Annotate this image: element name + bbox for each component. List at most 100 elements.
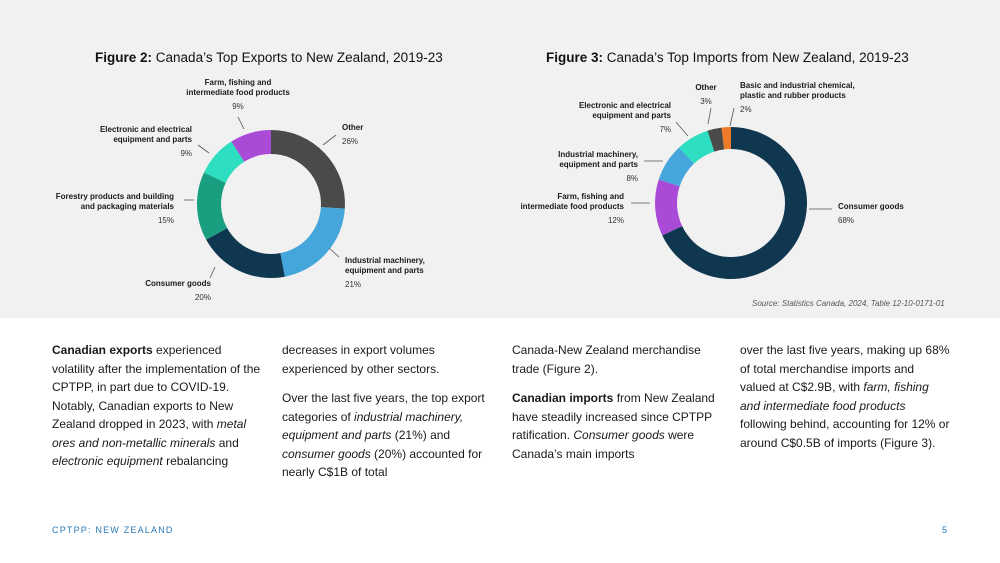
label-line: Farm, fishing and bbox=[205, 78, 272, 87]
exports-value-electronic-and-electrical-equipment-and-parts: 9% bbox=[180, 149, 192, 158]
label-line: equipment and parts bbox=[559, 160, 638, 169]
label-line: plastic and rubber products bbox=[740, 91, 846, 100]
exports-label-industrial-machinery-equipment-and-parts: Industrial machinery, equipment and parts bbox=[345, 256, 425, 275]
label-line: Industrial machinery, bbox=[558, 150, 638, 159]
exports-lead: Canadian exports bbox=[52, 343, 153, 357]
exports-slice-consumer-goods bbox=[206, 228, 285, 278]
exports-leader-line bbox=[197, 144, 210, 154]
figure-2-title-text: Canada’s Top Exports to New Zealand, 201… bbox=[155, 50, 443, 65]
label-line: and packaging materials bbox=[81, 202, 175, 211]
imports-slice-other bbox=[707, 127, 725, 152]
exports-value-other: 26% bbox=[342, 137, 358, 146]
label-line: equipment and parts bbox=[592, 111, 671, 120]
label-line: Electronic and electrical bbox=[100, 125, 192, 134]
text-run: Over the last five years, the top export… bbox=[282, 391, 485, 424]
label-line: Basic and industrial chemical, bbox=[740, 81, 855, 90]
figures-panel bbox=[0, 0, 1000, 318]
imports-value-farm-fishing-and-intermediate-food-products: 12% bbox=[608, 216, 624, 225]
imports-label-other: Other bbox=[695, 83, 716, 92]
label-line: intermediate food products bbox=[186, 88, 290, 97]
imports-slice-industrial-machinery-equipment-and-parts bbox=[658, 147, 695, 187]
text-run: metal ores and non-metallic minerals bbox=[52, 417, 247, 450]
imports-value-electronic-and-electrical-equipment-and-parts: 7% bbox=[659, 125, 671, 134]
figure-2-prefix: Figure 2: bbox=[95, 50, 153, 65]
text-run: electronic equipment bbox=[52, 454, 163, 468]
text-run: and bbox=[215, 435, 239, 450]
imports-slice-electronic-and-electrical-equipment-and-parts bbox=[678, 130, 715, 164]
page-number: 5 bbox=[942, 525, 948, 535]
text-run: (21%) and bbox=[391, 428, 451, 442]
imports-slice-basic-and-industrial-chemical-plastic-and-rubber-products bbox=[721, 127, 731, 150]
text-run: industrial machinery, equipment and part… bbox=[282, 409, 464, 443]
exports-label-farm-fishing-and-intermediate-food-products: Farm, fishing and intermediate food produ… bbox=[186, 78, 290, 97]
label-line: Electronic and electrical bbox=[579, 101, 671, 110]
label-line: Consumer goods bbox=[145, 279, 211, 288]
imports-value-consumer-goods: 68% bbox=[838, 216, 854, 225]
imports-label-basic-and-industrial-chemical-plastic-and-rubber-products: Basic and industrial chemical, plastic an… bbox=[740, 81, 855, 100]
imports-label-industrial-machinery-equipment-and-parts: Industrial machinery, equipment and parts bbox=[558, 150, 638, 169]
body-column-1: Canadian exports experienced volatility … bbox=[52, 341, 264, 482]
label-line: Consumer goods bbox=[838, 202, 904, 211]
body-column-4: over the last five years, making up 68% … bbox=[740, 341, 952, 463]
imports-slice-consumer-goods bbox=[662, 127, 807, 279]
imports-donut-chart: Consumer goods 68% Farm, fishing and interm… bbox=[520, 81, 904, 279]
label-line: Industrial machinery, bbox=[345, 256, 425, 265]
text-run: (20%) accounted for nearly C$1B of total bbox=[282, 446, 483, 480]
imports-leader-line bbox=[707, 107, 712, 125]
exports-label-other: Other bbox=[342, 123, 363, 132]
imports-leader-line bbox=[729, 107, 735, 127]
label-line: Farm, fishing and bbox=[557, 192, 624, 201]
text-run: rebalancing bbox=[162, 454, 229, 468]
imports-label-farm-fishing-and-intermediate-food-products: Farm, fishing and intermediate food produ… bbox=[520, 192, 624, 211]
exports-slice-other bbox=[271, 130, 345, 209]
text-run: following behind, accounting for 12% or … bbox=[740, 417, 950, 450]
chart-source: Source: Statistics Canada, 2024, Table 1… bbox=[752, 299, 945, 308]
label-line: Other bbox=[342, 123, 363, 132]
imports-slice-farm-fishing-and-intermediate-food-products bbox=[655, 179, 683, 236]
exports-slice-forestry-products-and-building-and-packaging-materials bbox=[197, 172, 228, 240]
footer-publication-name: CPTPP: NEW ZEALAND bbox=[52, 525, 174, 535]
imports-leader-line bbox=[675, 121, 689, 137]
imports-value-industrial-machinery-equipment-and-parts: 8% bbox=[626, 174, 638, 183]
label-line: equipment and parts bbox=[113, 135, 192, 144]
text-run: farm, fishing and intermediate food prod… bbox=[740, 380, 929, 413]
text-run: from New Zealand have steadily increased… bbox=[512, 391, 715, 442]
text-run: were Canada’s main imports bbox=[512, 428, 695, 461]
body-column-2: decreases in export volumes experienced … bbox=[282, 341, 494, 493]
exports-slice-electronic-and-electrical-equipment-and-parts bbox=[204, 141, 245, 183]
exports-leader-line bbox=[322, 134, 337, 146]
exports-slice-farm-fishing-and-intermediate-food-products bbox=[231, 130, 271, 162]
paragraph: decreases in export volumes experienced … bbox=[282, 343, 440, 376]
exports-label-consumer-goods: Consumer goods bbox=[145, 279, 211, 288]
imports-label-electronic-and-electrical-equipment-and-parts: Electronic and electrical equipment and p… bbox=[579, 101, 672, 120]
imports-label-consumer-goods: Consumer goods bbox=[838, 202, 904, 211]
text-run: consumer goods bbox=[282, 446, 371, 461]
exports-leader-line bbox=[328, 247, 340, 258]
imports-lead: Canadian imports bbox=[512, 391, 614, 405]
figure-2-title: Figure 2: Canada’s Top Exports to New Ze… bbox=[95, 50, 443, 65]
paragraph: Canada-New Zealand merchandise trade (Fi… bbox=[512, 343, 701, 376]
text-run: experienced volatility after the impleme… bbox=[52, 343, 261, 431]
figure-3-title-text: Canada’s Top Imports from New Zealand, 2… bbox=[606, 50, 909, 65]
exports-leader-line bbox=[237, 116, 245, 130]
exports-value-forestry-products-and-building-and-packaging-materials: 15% bbox=[158, 216, 174, 225]
label-line: equipment and parts bbox=[345, 266, 424, 275]
exports-slice-industrial-machinery-equipment-and-parts bbox=[280, 207, 345, 277]
figure-3-title: Figure 3: Canada’s Top Imports from New … bbox=[546, 50, 909, 65]
exports-value-farm-fishing-and-intermediate-food-products: 9% bbox=[232, 102, 244, 111]
text-run: Consumer goods bbox=[573, 428, 665, 442]
label-line: intermediate food products bbox=[520, 202, 624, 211]
body-column-3: Canada-New Zealand merchandise trade (Fi… bbox=[512, 341, 724, 474]
text-run: over the last five years, making up 68% … bbox=[740, 343, 950, 394]
figure-3-prefix: Figure 3: bbox=[546, 50, 604, 65]
label-line: Other bbox=[695, 83, 716, 92]
exports-leader-line bbox=[209, 266, 216, 279]
exports-label-electronic-and-electrical-equipment-and-parts: Electronic and electrical equipment and p… bbox=[100, 125, 193, 144]
imports-value-basic-and-industrial-chemical-plastic-and-rubber-products: 2% bbox=[740, 105, 752, 114]
exports-value-consumer-goods: 20% bbox=[195, 293, 211, 302]
exports-label-forestry-products-and-building-and-packaging-materials: Forestry products and building and packag… bbox=[56, 192, 175, 211]
imports-value-other: 3% bbox=[700, 97, 712, 106]
exports-value-industrial-machinery-equipment-and-parts: 21% bbox=[345, 280, 361, 289]
label-line: Forestry products and building bbox=[56, 192, 174, 201]
